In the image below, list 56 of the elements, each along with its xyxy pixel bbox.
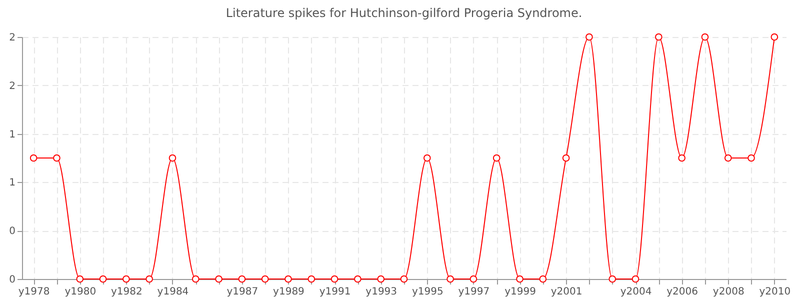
point	[146, 275, 153, 283]
y-tick-label: 0	[9, 226, 16, 238]
point	[423, 154, 431, 162]
x-tick-label: y1982	[110, 286, 142, 298]
x-tick-label: y1978	[18, 286, 50, 298]
x-tick-label: y2004	[620, 286, 652, 298]
point	[377, 275, 385, 283]
point	[724, 154, 732, 162]
x-tick-label: y1997	[458, 286, 490, 298]
point	[192, 275, 200, 283]
x-tick-label: y1995	[412, 286, 444, 298]
y-tick-label: 2	[9, 80, 16, 92]
point	[492, 154, 500, 162]
point	[53, 154, 60, 162]
y-tick-label: 1	[9, 129, 16, 140]
point	[238, 275, 246, 283]
point	[284, 275, 292, 283]
point	[354, 275, 362, 283]
point	[122, 275, 130, 283]
point	[608, 275, 616, 283]
chart-title: Literature spikes for Hutchinson-gilford Progeria Syndrome.	[226, 6, 582, 20]
point	[701, 33, 709, 41]
x-tick-label: y1993	[366, 286, 398, 298]
point	[586, 33, 593, 41]
point	[30, 154, 38, 162]
x-tick-label: y2001	[550, 286, 582, 298]
x-tick-label: y2008	[712, 286, 744, 298]
point	[516, 275, 524, 283]
point	[99, 275, 107, 283]
point	[215, 275, 222, 283]
y-tick-label: 1	[9, 178, 16, 189]
point	[770, 33, 778, 41]
x-tick-label: y1999	[504, 286, 536, 298]
point	[308, 275, 316, 283]
x-tick-label: y1980	[64, 286, 96, 298]
point	[76, 275, 84, 283]
point	[632, 275, 640, 283]
x-tick-label: y1987	[226, 286, 258, 298]
x-tick-label: y2010	[759, 286, 791, 298]
point	[748, 154, 755, 162]
point	[655, 33, 662, 41]
x-tick-label: y2006	[666, 286, 698, 298]
x-tick-label: y1989	[273, 286, 304, 298]
point	[330, 275, 338, 283]
x-tick-label: y1984	[157, 286, 189, 298]
y-tick-label: 0	[9, 274, 16, 286]
point	[446, 275, 454, 283]
point	[400, 275, 408, 283]
point	[562, 154, 570, 162]
point	[539, 275, 547, 283]
point	[678, 154, 686, 162]
point	[168, 154, 176, 162]
point	[470, 275, 478, 283]
point	[261, 275, 269, 283]
x-tick-label: y1991	[319, 286, 351, 298]
y-tick-label: 2	[9, 32, 16, 44]
